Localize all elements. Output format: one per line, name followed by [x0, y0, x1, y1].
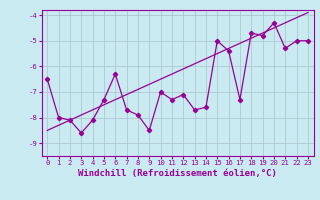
X-axis label: Windchill (Refroidissement éolien,°C): Windchill (Refroidissement éolien,°C)	[78, 169, 277, 178]
